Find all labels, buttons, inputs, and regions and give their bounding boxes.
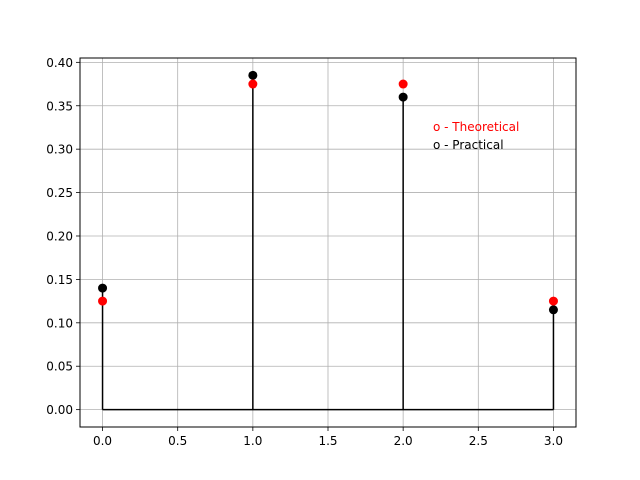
x-tick-label: 0.0 [93,434,112,448]
y-tick-label: 0.10 [46,316,73,330]
point-practical [548,305,558,315]
point-practical [398,92,408,102]
point-practical [248,70,258,80]
legend-entry-practical: o - Practical [433,138,504,152]
y-tick-label: 0.30 [46,143,73,157]
legend-entry-theoretical: o - Theoretical [433,120,519,134]
x-tick-label: 2.5 [469,434,488,448]
y-tick-label: 0.15 [46,273,73,287]
y-tick-label: 0.40 [46,56,73,70]
y-tick-label: 0.25 [46,186,73,200]
point-theoretical [98,296,108,306]
grid [80,58,576,427]
x-tick-label: 1.5 [318,434,337,448]
x-axis: 0.0 0.5 1.0 1.5 2.0 2.5 3.0 [93,427,563,448]
point-theoretical [398,79,408,89]
y-tick-label: 0.20 [46,229,73,243]
y-tick-label: 0.35 [46,99,73,113]
x-tick-label: 1.0 [243,434,262,448]
x-tick-label: 2.0 [394,434,413,448]
y-tick-label: 0.05 [46,360,73,374]
point-practical [98,283,108,293]
point-theoretical [548,296,558,306]
data-points [98,70,558,315]
x-tick-label: 3.0 [544,434,563,448]
y-tick-label: 0.00 [46,403,73,417]
y-axis: 0.00 0.05 0.10 0.15 0.20 0.25 0.30 0.35 0.40 [46,56,80,417]
point-theoretical [248,79,258,89]
stem-lines [101,75,555,411]
x-tick-label: 0.5 [168,434,187,448]
legend: o - Theoretical o - Practical [433,120,519,152]
